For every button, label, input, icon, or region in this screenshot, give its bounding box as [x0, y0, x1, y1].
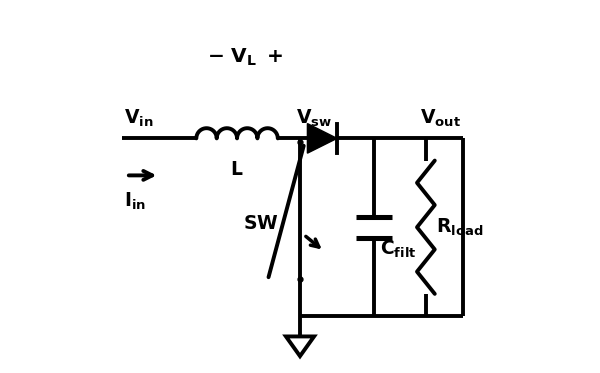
Text: $\mathbf{-\ V_L\ +}$: $\mathbf{-\ V_L\ +}$ [208, 46, 283, 68]
Text: $\mathbf{C_{filt}}$: $\mathbf{C_{filt}}$ [380, 239, 416, 260]
Text: $\mathbf{V_{sw}}$: $\mathbf{V_{sw}}$ [296, 107, 332, 129]
Polygon shape [307, 123, 337, 153]
Text: $\mathbf{V_{in}}$: $\mathbf{V_{in}}$ [124, 107, 154, 129]
Text: $\mathbf{SW}$: $\mathbf{SW}$ [242, 214, 278, 233]
Text: $\mathbf{V_{out}}$: $\mathbf{V_{out}}$ [420, 107, 461, 129]
Text: $\mathbf{R_{load}}$: $\mathbf{R_{load}}$ [436, 217, 484, 238]
Text: $\mathbf{L}$: $\mathbf{L}$ [230, 160, 244, 179]
Text: $\mathbf{I_{in}}$: $\mathbf{I_{in}}$ [124, 191, 146, 212]
